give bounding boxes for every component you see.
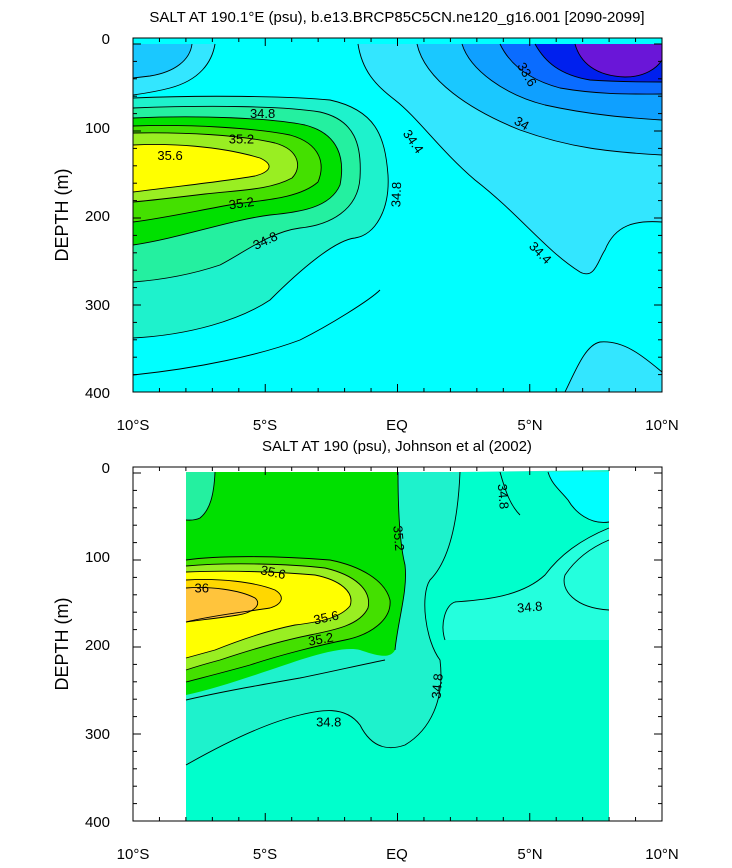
top-y-axis-label: DEPTH (m) <box>52 169 72 262</box>
top-fill-34.0-sw <box>133 44 192 78</box>
top-x-tick-labels: 10°S 5°S EQ 5°N 10°N <box>117 417 679 434</box>
top-ytick-100: 100 <box>85 120 110 137</box>
bottom-ytick-300: 300 <box>85 726 110 743</box>
top-y-tick-labels: 0 100 200 300 400 <box>85 31 110 402</box>
bottom-axis-ticks <box>132 467 663 822</box>
bottom-xtick-5n: 5°N <box>517 846 542 863</box>
top-fill-32.4 <box>575 44 662 77</box>
bottom-xtick-10s: 10°S <box>117 846 150 863</box>
top-contour-label: 35.2 <box>228 194 255 212</box>
bottom-contour-label: 35.2 <box>390 525 407 552</box>
bottom-contour-labels: 35.2 34.8 35.6 36 35.6 35.2 34.8 34.8 34.8 <box>195 483 543 729</box>
bottom-contour-lines <box>185 471 610 766</box>
top-contour-lines <box>133 43 662 392</box>
top-xtick-5n: 5°N <box>517 417 542 434</box>
top-ytick-200: 200 <box>85 208 110 225</box>
bottom-contour-label-text: 34.8 <box>516 598 543 615</box>
bottom-contour-label-text: 34.8 <box>316 714 341 729</box>
bottom-title: SALT AT 190 (psu), Johnson et al (2002) <box>262 438 532 455</box>
top-contour-label: 34.8 <box>388 182 404 208</box>
bottom-contour-label: 34.8 <box>495 483 512 510</box>
bottom-contour-label: 34.8 <box>316 714 341 729</box>
top-contour-label-text: 35.6 <box>157 148 182 163</box>
bottom-ytick-100: 100 <box>85 549 110 566</box>
top-contour-label-text: 35.2 <box>228 194 255 212</box>
bottom-contour-label-text: 35.2 <box>307 630 335 649</box>
top-ytick-400: 400 <box>85 385 110 402</box>
top-contour-label-text: 34.8 <box>250 106 275 121</box>
bottom-contour-field: 35.2 34.8 35.6 36 35.6 35.2 34.8 34.8 34.8 <box>185 470 610 821</box>
bottom-ytick-0: 0 <box>102 460 110 477</box>
top-contour-label: 34 <box>512 113 532 133</box>
bottom-fill-36.2 <box>186 587 258 622</box>
top-contour-label: 35.2 <box>229 131 254 146</box>
top-contour-label-text: 35.2 <box>229 131 254 146</box>
bottom-ytick-400: 400 <box>85 814 110 831</box>
top-contour-label: 35.6 <box>157 148 182 163</box>
bottom-x-tick-labels: 10°S 5°S EQ 5°N 10°N <box>117 846 679 863</box>
bottom-fill-34.8-mid <box>443 528 609 640</box>
top-xtick-eq: EQ <box>386 417 408 434</box>
bottom-y-tick-labels: 0 100 200 300 400 <box>85 460 110 831</box>
bottom-contour-label: 36 <box>195 580 209 595</box>
top-fill-35.8 <box>133 144 270 192</box>
top-xtick-10s: 10°S <box>117 417 150 434</box>
top-title: SALT AT 190.1°E (psu), b.e13.BRCP85C5CN.… <box>149 9 644 26</box>
bottom-contour-label: 34.8 <box>516 598 543 615</box>
bottom-fill-34.6-ne <box>548 472 609 523</box>
top-contour-label-text: 34 <box>512 113 532 133</box>
bottom-ytick-200: 200 <box>85 637 110 654</box>
bottom-contour-label-text: 34.8 <box>495 483 512 510</box>
top-fill-34.4-southeast <box>565 341 662 392</box>
bottom-xtick-10n: 10°N <box>645 846 679 863</box>
bottom-contour-label: 35.2 <box>307 630 335 649</box>
top-axis-ticks <box>132 38 663 393</box>
bottom-contour-label-text: 35.2 <box>390 525 407 552</box>
bottom-contour-label: 35.6 <box>259 562 287 582</box>
top-contour-label: 34.8 <box>250 106 275 121</box>
bottom-xtick-eq: EQ <box>386 846 408 863</box>
top-panel: SALT AT 190.1°E (psu), b.e13.BRCP85C5CN.… <box>52 9 679 434</box>
bottom-xtick-5s: 5°S <box>253 846 277 863</box>
top-ytick-0: 0 <box>102 31 110 48</box>
top-ytick-300: 300 <box>85 297 110 314</box>
bottom-contour-label-text: 35.6 <box>312 607 340 627</box>
bottom-panel: SALT AT 190 (psu), Johnson et al (2002) <box>52 438 679 863</box>
bottom-contour-label-text: 35.6 <box>259 562 287 582</box>
bottom-contour-label: 34.8 <box>429 673 446 700</box>
bottom-y-axis-label: DEPTH (m) <box>52 598 72 691</box>
top-xtick-5s: 5°S <box>253 417 277 434</box>
top-xtick-10n: 10°N <box>645 417 679 434</box>
bottom-contour-label-text: 34.8 <box>429 673 446 700</box>
bottom-fill-34.8-east <box>460 470 609 472</box>
bottom-contour-label-text: 36 <box>195 580 209 595</box>
bottom-contour-label: 35.6 <box>312 607 340 627</box>
top-contour-label-text: 34.8 <box>388 182 404 208</box>
